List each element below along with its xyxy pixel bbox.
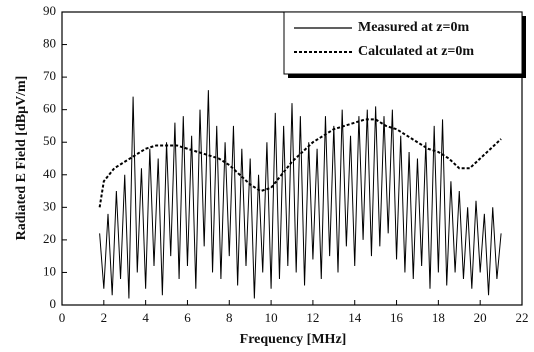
- x-tick-label: 16: [390, 310, 404, 325]
- y-tick-label: 60: [43, 101, 56, 116]
- y-axis-label: Radiated E Field [dBμV/m]: [14, 76, 29, 241]
- x-tick-label: 6: [184, 310, 191, 325]
- x-axis-label: Frequency [MHz]: [240, 332, 347, 347]
- x-tick-label: 20: [474, 310, 487, 325]
- y-tick-label: 70: [43, 68, 56, 83]
- y-tick-label: 40: [43, 166, 56, 181]
- y-tick-label: 50: [43, 133, 56, 148]
- x-tick-label: 4: [142, 310, 149, 325]
- y-tick-label: 90: [43, 3, 56, 18]
- y-tick-label: 30: [43, 198, 56, 213]
- x-tick-label: 18: [432, 310, 445, 325]
- series-line: [99, 90, 502, 299]
- x-tick-label: 8: [226, 310, 233, 325]
- x-tick-label: 12: [306, 310, 319, 325]
- x-tick-label: 14: [348, 310, 362, 325]
- series-line: [98, 118, 502, 208]
- y-tick-label: 80: [43, 36, 56, 51]
- legend-label: Calculated at z=0m: [358, 44, 474, 59]
- legend-label: Measured at z=0m: [358, 20, 469, 35]
- y-tick-label: 0: [50, 296, 57, 311]
- legend-box: [283, 11, 523, 75]
- x-tick-label: 10: [265, 310, 278, 325]
- x-tick-label: 22: [516, 310, 529, 325]
- x-tick-label: 0: [59, 310, 66, 325]
- y-tick-label: 10: [43, 263, 56, 278]
- x-tick-label: 2: [101, 310, 108, 325]
- y-tick-label: 20: [43, 231, 56, 246]
